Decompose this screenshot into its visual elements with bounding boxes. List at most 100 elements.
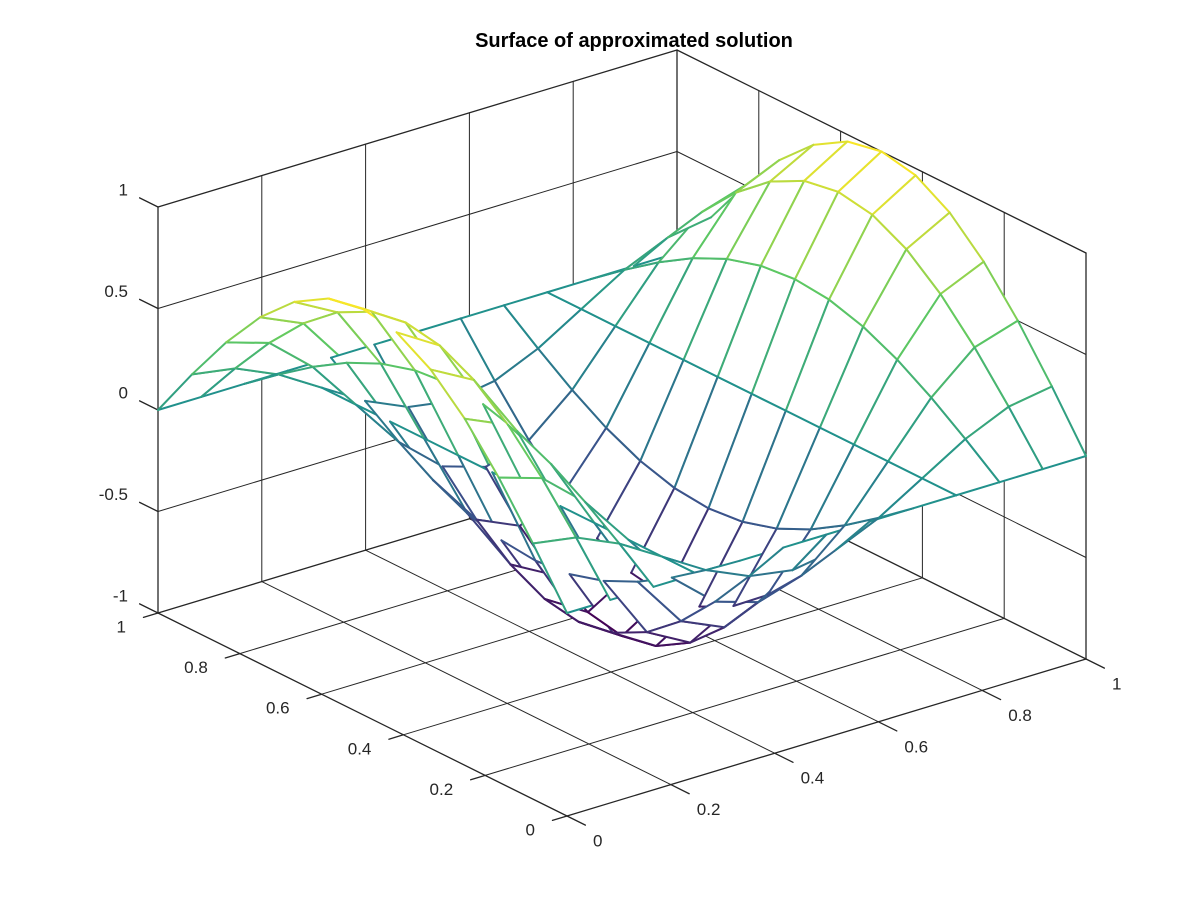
surface-edge: [680, 600, 717, 623]
surface-edge: [157, 373, 194, 411]
surface-edge: [741, 520, 778, 530]
surface-edge: [389, 420, 426, 440]
surface-face: [294, 298, 372, 313]
surface-edge: [769, 179, 806, 183]
surface-edge: [320, 386, 357, 406]
floor-grid-line-y: [484, 617, 1005, 776]
x-tick-label: 0: [593, 831, 602, 850]
surface-face: [581, 262, 659, 327]
surface-edge: [689, 626, 726, 644]
surface-face: [692, 181, 771, 259]
surface-edge: [463, 417, 500, 479]
surface-edge: [750, 278, 796, 395]
surface-edge: [327, 297, 364, 310]
surface-edge: [493, 347, 540, 382]
surface-edge: [575, 536, 612, 601]
surface-edge: [611, 631, 648, 634]
surface-edge: [493, 379, 530, 442]
z-tick-label: 0: [119, 383, 128, 402]
surface-edge: [793, 190, 840, 281]
surface-edge: [930, 396, 967, 440]
surface-face: [498, 477, 577, 544]
surface-edge: [364, 399, 410, 408]
surface-face: [640, 359, 718, 488]
x-tick-mark: [877, 721, 898, 732]
surface-edge: [541, 477, 578, 539]
surface-edge: [735, 180, 772, 194]
surface-edge: [670, 569, 707, 579]
x-tick-mark: [981, 689, 1002, 701]
surface-edge: [602, 579, 639, 583]
z-tick-mark: [138, 298, 159, 310]
surface-edge: [964, 405, 1010, 440]
surface-face: [1008, 386, 1086, 470]
x-tick-label: 0.4: [801, 769, 825, 788]
surface-edge: [571, 388, 608, 429]
surface-edge: [725, 257, 762, 267]
surface-face: [829, 214, 907, 327]
surface-face: [414, 370, 493, 473]
y-tick-label: 0.6: [266, 699, 290, 718]
surface-edge: [543, 597, 580, 623]
surface-edge: [905, 248, 942, 296]
surface-edge: [423, 437, 460, 457]
surface-edge: [497, 476, 544, 480]
surface-face: [649, 258, 727, 360]
surface-edge: [559, 505, 596, 524]
surface-edge: [666, 216, 713, 239]
surface-edge: [666, 211, 703, 239]
surface-edge: [732, 527, 778, 608]
surface-mesh: [157, 140, 1087, 647]
x-tick-label: 0.8: [1008, 706, 1032, 725]
surface-face: [931, 347, 1009, 439]
surface-edge: [853, 358, 899, 446]
z-tick-mark: [138, 400, 159, 411]
surface-edge: [404, 321, 441, 347]
surface-edge: [259, 316, 305, 325]
surface-edge: [921, 437, 967, 480]
surface-edge: [568, 573, 605, 582]
surface-edge: [627, 538, 664, 558]
surface-edge: [491, 471, 537, 562]
surface-edge: [723, 601, 760, 629]
surface-edge: [639, 358, 685, 462]
surface-edge: [398, 441, 435, 482]
surface-edge: [500, 539, 537, 562]
surface-edge: [784, 298, 831, 412]
surface-face: [615, 258, 693, 343]
y-tick-label: 1: [117, 617, 126, 636]
surface-edge: [1007, 385, 1053, 408]
surface-edge: [982, 260, 1019, 322]
surface-edge: [648, 342, 685, 361]
surface-edge: [639, 459, 676, 489]
z-tick-mark: [138, 501, 159, 513]
z-tick-mark: [138, 197, 159, 208]
y-tick-mark: [142, 612, 159, 619]
surface-face: [736, 144, 814, 193]
surface-edge: [862, 325, 899, 361]
x-axis-line: [566, 658, 1087, 817]
surface-edge: [725, 180, 772, 260]
surface-face: [192, 342, 270, 375]
surface-edge: [877, 507, 915, 519]
surface-edge: [735, 159, 781, 194]
y-tick-mark: [470, 774, 486, 781]
surface-edge: [775, 426, 821, 530]
surface-edge: [800, 549, 837, 577]
surface-face: [940, 261, 1018, 348]
surface-edge: [645, 631, 692, 644]
surface-edge: [846, 140, 883, 153]
y-tick-mark: [224, 652, 241, 659]
surface-edge: [912, 494, 958, 510]
y-tick-mark: [306, 693, 323, 700]
surface-edge: [707, 507, 744, 523]
surface-edge: [680, 620, 726, 629]
surface-face: [810, 444, 889, 530]
surface-edge: [200, 382, 246, 398]
surface-edge: [759, 264, 796, 281]
surface-edge: [354, 403, 401, 444]
surface-edge: [707, 392, 753, 510]
surface-edge: [880, 150, 917, 177]
surface-edge: [661, 555, 707, 572]
surface-edge: [537, 347, 574, 391]
